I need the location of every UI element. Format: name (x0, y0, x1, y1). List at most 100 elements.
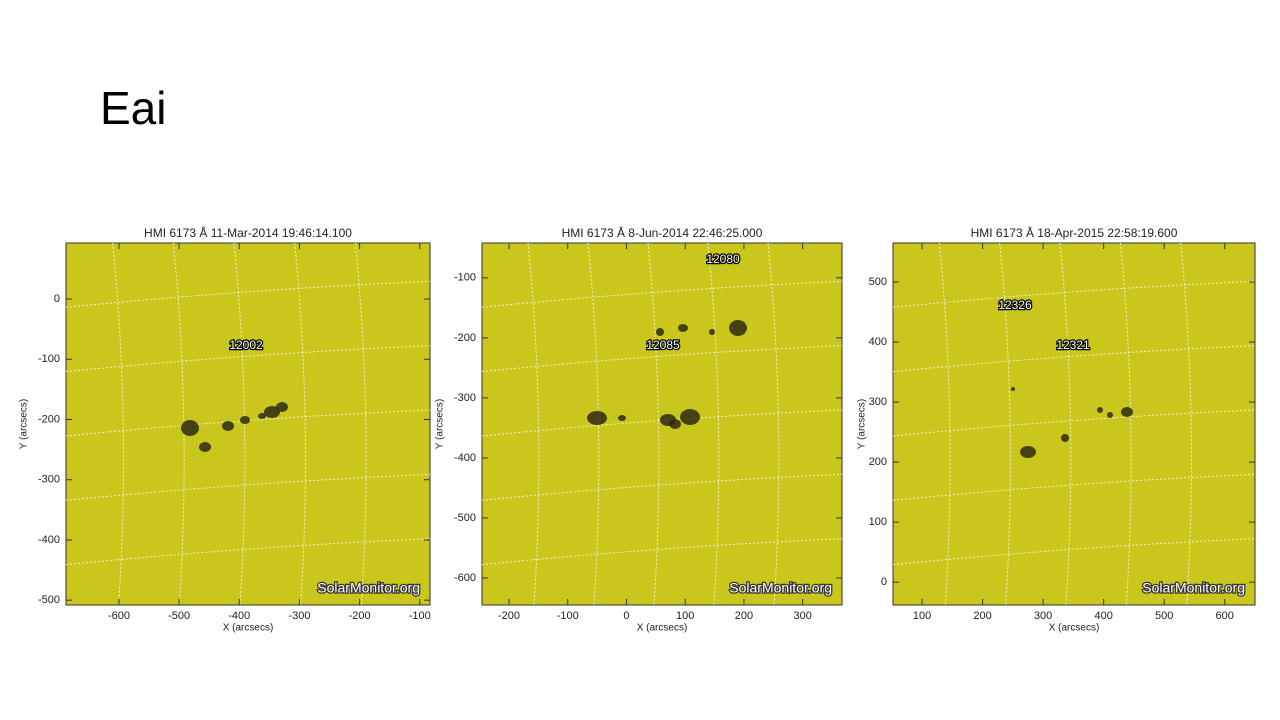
helio-grid (892, 345, 1256, 373)
y-axis-label: Y (arcsecs) (19, 399, 30, 449)
sunspot (678, 324, 688, 332)
sunspot (729, 320, 747, 336)
helio-grid (65, 409, 431, 437)
helio-grid (65, 345, 431, 373)
helio-grid (527, 242, 540, 606)
sunspot (199, 442, 211, 452)
sunspot (656, 328, 664, 336)
x-tick-label: -200 (498, 610, 520, 622)
helio-grid (647, 242, 660, 606)
x-tick-label: 300 (1034, 610, 1052, 622)
region-label: 12326 (998, 298, 1032, 312)
helio-grid (294, 242, 306, 606)
x-tick-label: 200 (973, 610, 991, 622)
sunspot (680, 409, 700, 425)
x-tick-label: 600 (1216, 610, 1234, 622)
x-tick-label: 500 (1155, 610, 1173, 622)
y-tick-label: 0 (54, 293, 60, 305)
y-axis-label: Y (arcsecs) (435, 399, 446, 449)
x-tick-label: -100 (409, 610, 431, 622)
y-tick-label: -300 (38, 474, 60, 486)
x-tick-label: 300 (793, 610, 811, 622)
helio-grid (233, 242, 246, 606)
helio-grid (892, 538, 1256, 566)
panel: 100 200 300 400 500 600 0 100 200 300 400 500 HMI 61… (857, 225, 1256, 634)
solar-image (481, 242, 843, 606)
helio-grid (892, 409, 1256, 437)
sunspot (240, 416, 250, 424)
sunspot (1107, 412, 1113, 418)
sunspot (1061, 434, 1069, 442)
sunspot (222, 421, 234, 431)
helio-grid (481, 345, 843, 373)
helio-grid (65, 280, 431, 308)
y-tick-label: -500 (38, 594, 60, 606)
x-tick-label: -400 (228, 610, 250, 622)
panel-title: HMI 6173 Å 11-Mar-2014 19:46:14.100 (144, 225, 352, 240)
sunspot (587, 411, 607, 425)
helio-grid (1059, 242, 1072, 606)
x-tick-label: 100 (676, 610, 694, 622)
helio-grid (707, 242, 720, 606)
slide-title: Eai (100, 82, 166, 134)
helio-grid (1180, 242, 1192, 606)
helio-grid (892, 280, 1256, 308)
watermark: SolarMonitor.org (1142, 580, 1245, 596)
y-tick-label: 400 (869, 336, 887, 348)
watermark: SolarMonitor.org (317, 580, 420, 596)
y-tick-label: 500 (869, 276, 887, 288)
region-label: 12080 (706, 252, 740, 266)
sunspot (276, 402, 288, 412)
region-label: 12085 (646, 338, 680, 352)
helio-grid (1119, 242, 1132, 606)
panel: -600 -500 -400 -300 -200 -100 -500 -400 -300 -200… (19, 225, 431, 633)
x-tick-label: -600 (108, 610, 130, 622)
y-tick-label: -200 (38, 413, 60, 425)
helio-grid (65, 538, 431, 566)
sunspot (669, 419, 681, 429)
watermark: SolarMonitor.org (729, 580, 832, 596)
helio-grid (112, 242, 124, 606)
sunspot (1011, 387, 1015, 391)
helio-grid (892, 473, 1256, 501)
region-label: 12002 (229, 338, 263, 352)
y-tick-label: 200 (869, 456, 887, 468)
solar-image (65, 242, 431, 606)
y-tick-label: -200 (454, 332, 476, 344)
panel: -200 -100 0 100 200 300 -600 -500 -400 -300 -200 -1… (435, 225, 843, 634)
helio-grid (767, 242, 780, 606)
helio-grid (65, 473, 431, 501)
y-tick-label: 100 (869, 516, 887, 528)
sunspot (618, 415, 626, 421)
helio-grid (938, 242, 951, 606)
sunspot (181, 420, 199, 436)
region-label: 12321 (1056, 338, 1090, 352)
panel-title: HMI 6173 Å 8-Jun-2014 22:46:25.000 (562, 225, 763, 240)
y-tick-label: -300 (454, 392, 476, 404)
sunspot (1020, 446, 1036, 458)
helio-grid (481, 473, 843, 501)
y-tick-label: 0 (881, 576, 887, 588)
x-tick-label: -100 (557, 610, 579, 622)
y-tick-label: -100 (38, 353, 60, 365)
y-tick-label: -500 (454, 512, 476, 524)
x-tick-label: 200 (735, 610, 753, 622)
y-tick-label: -100 (454, 272, 476, 284)
sunspot (264, 406, 280, 418)
x-axis-label: X (arcsecs) (637, 623, 688, 634)
helio-grid (354, 242, 367, 606)
sunspot (1121, 407, 1133, 417)
y-tick-label: -400 (38, 534, 60, 546)
x-tick-label: 100 (913, 610, 931, 622)
sunspot (258, 413, 266, 419)
panel-title: HMI 6173 Å 18-Apr-2015 22:58:19.600 (971, 225, 1178, 240)
x-axis-label: X (arcsecs) (1049, 623, 1100, 634)
helio-grid (481, 280, 843, 308)
x-tick-label: -300 (288, 610, 310, 622)
helio-grid (481, 538, 843, 566)
solar-image (892, 242, 1256, 606)
y-tick-label: -400 (454, 452, 476, 464)
x-axis-label: X (arcsecs) (223, 623, 274, 634)
sunspot (709, 329, 715, 335)
